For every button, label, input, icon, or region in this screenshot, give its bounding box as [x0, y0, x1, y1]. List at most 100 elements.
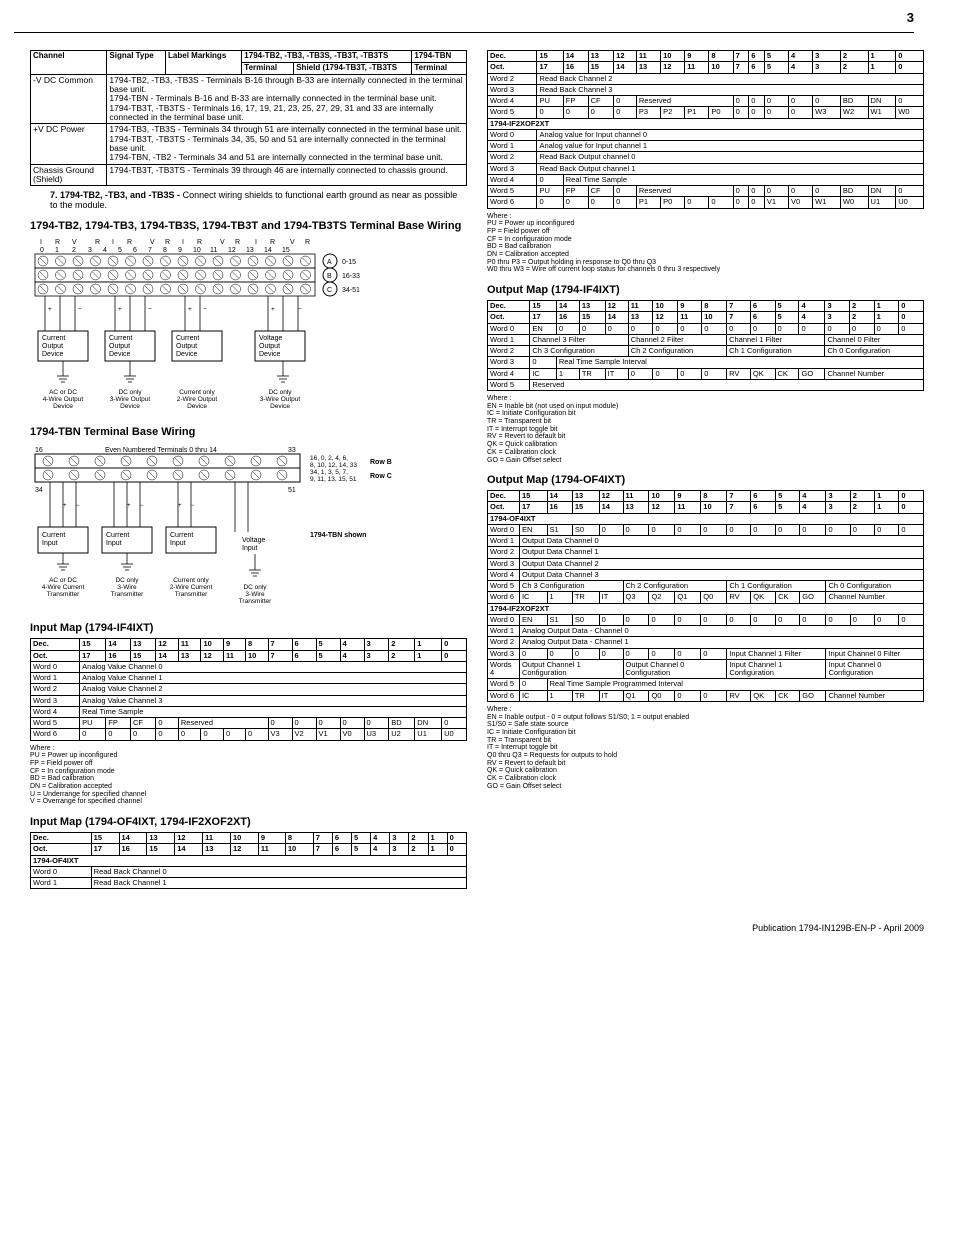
bit-cell: 13 [147, 833, 175, 844]
word-label: Word 1 [31, 673, 80, 684]
bit-cell: W1 [813, 197, 841, 208]
bit-cell: 4 [799, 301, 825, 312]
svg-text:V: V [72, 239, 77, 246]
svg-text:2: 2 [72, 247, 76, 254]
bit-cell: 14 [563, 51, 588, 62]
bit-cell: 12 [175, 833, 203, 844]
word-label: Word 2 [488, 152, 537, 163]
word-label: Word 4 [31, 706, 80, 717]
bit-cell: 8 [709, 51, 733, 62]
bit-cell: 0 [80, 729, 106, 740]
bit-cell: Word 0 [488, 524, 520, 535]
svg-text:33: 33 [288, 447, 296, 454]
svg-text:DC only: DC only [115, 577, 139, 584]
om1-w2-label: Word 2 [488, 346, 530, 357]
th-tbn: 1794-TBN [412, 51, 467, 63]
om1-notes: Where : EN = Inable bit (not used on inp… [487, 395, 924, 464]
om2-sec1: 1794-OF4IXT [488, 513, 924, 524]
bit-cell: 0 [563, 197, 588, 208]
bit-cell: 5 [316, 639, 340, 650]
label-cell: Oct. [31, 844, 92, 855]
bit-cell: 1 [428, 833, 447, 844]
desc2: 1794-TB3T, -TB3TS - Terminals 39 through… [107, 164, 467, 186]
bit-cell: 3 [826, 502, 850, 513]
bit-cell: 0 [733, 96, 749, 107]
svg-text:DC only: DC only [268, 389, 292, 396]
bit-cell: Word 5 [31, 718, 80, 729]
word-label: Word 1 [488, 141, 537, 152]
bit-cell: 5 [764, 62, 788, 73]
th-label: Label Markings [166, 51, 242, 75]
bit-cell: 0 [614, 107, 637, 118]
svg-text:7: 7 [148, 247, 152, 254]
bit-cell: 11 [675, 502, 701, 513]
bit-cell: 0 [749, 186, 765, 197]
bit-cell: 2 [840, 62, 868, 73]
bit-cell: 0 [447, 833, 466, 844]
svg-text:1794-TBN shown: 1794-TBN shown [310, 532, 366, 539]
th-shield: Shield (1794-TB3T, -TB3TS [294, 62, 412, 74]
wiring-diagram: IRV RIR VRI RVR IRVR 012 345 678 91011 1… [30, 236, 467, 416]
bit-cell: 12 [614, 51, 637, 62]
bit-cell: 0 [727, 614, 751, 625]
bit-cell: 7 [727, 312, 751, 323]
word-label: Word 3 [488, 84, 537, 95]
th-signal: Signal Type [107, 51, 166, 75]
bit-cell: 14 [547, 491, 572, 502]
ch2: Chassis Ground (Shield) [31, 164, 107, 186]
bit-cell: 10 [201, 639, 224, 650]
bit-cell: 0 [727, 323, 751, 334]
im-if4ixt-title: Input Map (1794-IF4IXT) [30, 622, 467, 634]
svg-text:Transmitter: Transmitter [111, 591, 144, 598]
bit-cell: 12 [649, 502, 675, 513]
word-label: Word 3 [488, 558, 520, 569]
svg-text:Row B: Row B [370, 459, 392, 466]
bit-cell: 4 [340, 650, 364, 661]
word-label: Word 3 [488, 163, 537, 174]
bit-cell: U0 [896, 197, 924, 208]
svg-text:8: 8 [163, 247, 167, 254]
om1-w3-1: 0 [530, 357, 557, 368]
bit-cell: 8 [245, 639, 268, 650]
svg-text:Device: Device [270, 403, 290, 410]
tbn-title: 1794-TBN Terminal Base Wiring [30, 426, 467, 438]
svg-text:Voltage: Voltage [242, 537, 265, 544]
bit-cell: DN [415, 718, 442, 729]
bit-cell: 12 [230, 844, 258, 855]
bit-cell: 11 [178, 639, 201, 650]
span-cell: Analog value for Input channel 0 [537, 129, 924, 140]
word-label: Word 0 [31, 661, 80, 672]
om1-w5-label: Word 5 [488, 379, 530, 390]
bit-cell: P0 [709, 107, 733, 118]
fn-num: 7. [50, 190, 58, 200]
bit-cell: 0 [614, 186, 637, 197]
svg-text:5: 5 [118, 247, 122, 254]
bit-cell: 0 [750, 323, 775, 334]
span-cell: Read Back Output channel 1 [537, 163, 924, 174]
bit-cell: 0 [749, 197, 765, 208]
bit-cell: 17 [537, 62, 563, 73]
bit-cell: 6 [749, 51, 765, 62]
bit-cell: 0 [130, 729, 155, 740]
bit-cell: 1 [875, 502, 899, 513]
bit-cell: 1 [874, 301, 899, 312]
bit-cell: W0 [840, 197, 868, 208]
bit-cell: 0 [605, 323, 628, 334]
bit-cell: 3 [813, 51, 841, 62]
svg-text:16: 16 [35, 447, 43, 454]
svg-text:16, 0, 2, 4, 6,: 16, 0, 2, 4, 6, [310, 455, 348, 462]
bit-cell: 0 [775, 323, 799, 334]
bit-cell: P0 [661, 197, 685, 208]
word-label: Word 2 [488, 547, 520, 558]
svg-text:10: 10 [193, 247, 201, 254]
bit-cell: 0 [106, 729, 131, 740]
svg-text:I: I [40, 239, 42, 246]
svg-text:Current only: Current only [179, 389, 215, 396]
bit-cell: 1 [875, 491, 899, 502]
svg-text:Device: Device [109, 351, 131, 358]
word-label: Word 3 [31, 695, 80, 706]
bit-cell: V0 [789, 197, 813, 208]
svg-text:Current: Current [170, 532, 193, 539]
om2-notes: Where : EN = Inable output - 0 = output … [487, 706, 924, 791]
label-cell: Dec. [31, 639, 80, 650]
